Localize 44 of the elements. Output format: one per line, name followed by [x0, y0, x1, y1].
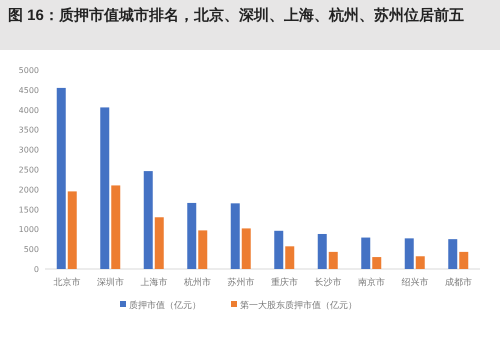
x-tick-label: 上海市: [140, 277, 168, 288]
x-tick-label: 长沙市: [314, 277, 342, 288]
y-tick-label: 4000: [18, 106, 39, 115]
bar: [328, 252, 338, 269]
y-tick-label: 3500: [18, 126, 39, 135]
x-tick-label: 成都市: [444, 277, 472, 288]
x-tick-label: 绍兴市: [401, 277, 428, 288]
legend-label: 第一大股东质押市值（亿元）: [240, 300, 357, 311]
bar: [198, 230, 208, 269]
bar: [404, 238, 414, 269]
bar: [56, 88, 66, 269]
x-tick-label: 北京市: [53, 277, 80, 288]
bar: [187, 202, 196, 269]
bar: [144, 171, 153, 269]
x-tick-label: 杭州市: [182, 277, 211, 288]
legend-label: 质押市值（亿元）: [129, 300, 201, 311]
bar: [285, 246, 294, 269]
bar: [111, 185, 120, 269]
y-tick-label: 1500: [18, 205, 39, 214]
y-tick-label: 2500: [18, 166, 39, 174]
y-tick-label: 2000: [18, 185, 39, 194]
bar: [242, 228, 251, 269]
bar: [230, 203, 240, 269]
bar: [448, 239, 458, 269]
y-tick-label: 4500: [18, 86, 39, 95]
x-tick-label: 重庆市: [270, 277, 298, 288]
y-tick-label: 5000: [18, 66, 39, 75]
bar: [416, 256, 425, 269]
bar: [274, 230, 284, 269]
x-tick-label: 南京市: [358, 277, 385, 288]
x-tick-label: 苏州市: [227, 277, 254, 288]
bar: [68, 191, 77, 269]
bar: [361, 238, 370, 269]
y-tick-label: 1000: [18, 225, 39, 234]
bar: [154, 217, 164, 269]
y-tick-label: 500: [24, 245, 39, 254]
y-tick-label: 3000: [18, 146, 39, 155]
x-tick-label: 深圳市: [96, 277, 124, 288]
y-tick-label: 0: [34, 265, 39, 274]
chart-title: 图 16：质押市值城市排名，北京、深圳、上海、杭州、苏州位居前五: [8, 6, 464, 24]
bar: [372, 257, 382, 269]
bar: [100, 107, 110, 269]
bar: [459, 252, 468, 269]
bar: [318, 234, 327, 269]
